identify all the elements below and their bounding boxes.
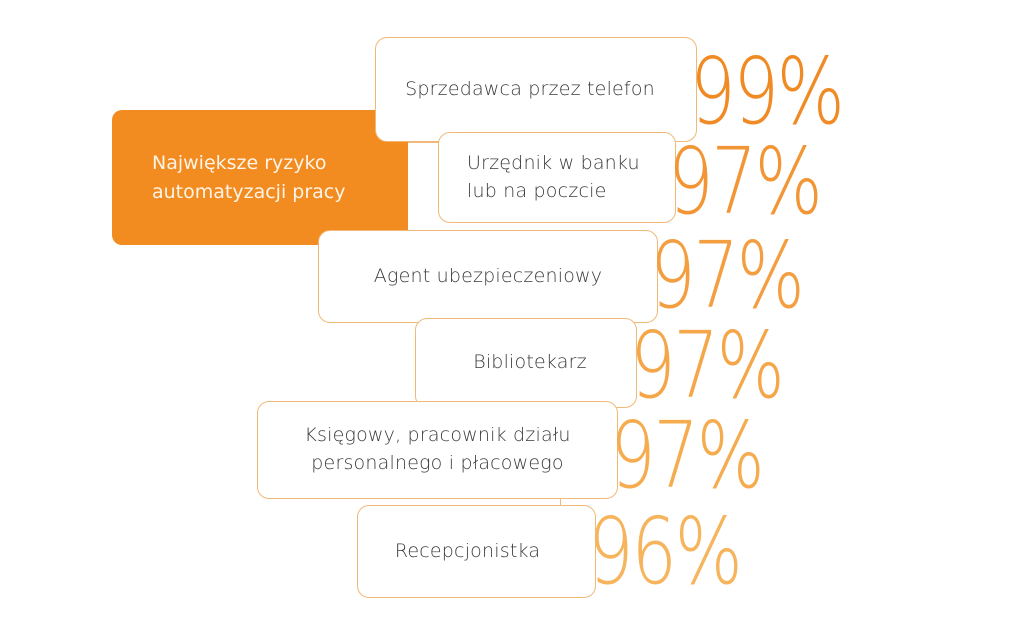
percent-value: 97% (668, 128, 823, 235)
job-box-insurance-agent: Agent ubezpieczeniowy (318, 230, 658, 323)
job-label: Bibliotekarz (473, 351, 587, 374)
job-box-librarian: Bibliotekarz (415, 318, 637, 408)
percent-value: 97% (630, 312, 785, 419)
job-label-line-2: lub na poczcie (467, 179, 607, 202)
connector-line (560, 497, 561, 507)
percent-value: 96% (588, 498, 743, 605)
connector-line (408, 142, 440, 143)
percent-value: 99% (690, 38, 845, 145)
job-box-receptionist: Recepcjonistka (357, 505, 596, 598)
title-line-1: Największe ryzyko (152, 152, 327, 174)
job-label-line-1: Księgowy, pracownik działu (304, 424, 571, 447)
job-label-line-1: Urzędnik w banku (467, 151, 640, 174)
job-box-bank-clerk: Urzędnik w banku lub na poczcie (438, 132, 676, 223)
title-box: Największe ryzyko automatyzacji pracy (112, 110, 408, 245)
job-box-accountant: Księgowy, pracownik działu personalnego … (257, 401, 618, 499)
percent-value: 97% (650, 222, 805, 329)
job-label: Sprzedawca przez telefon (405, 77, 655, 100)
title-line-2: automatyzacji pracy (152, 180, 346, 203)
job-box-telephone-sales: Sprzedawca przez telefon (375, 37, 697, 142)
job-label-line-2: personalnego i płacowego (311, 452, 564, 474)
percent-value: 97% (610, 402, 765, 509)
job-label: Recepcjonistka (394, 539, 541, 562)
job-label: Agent ubezpieczeniowy (373, 264, 603, 287)
